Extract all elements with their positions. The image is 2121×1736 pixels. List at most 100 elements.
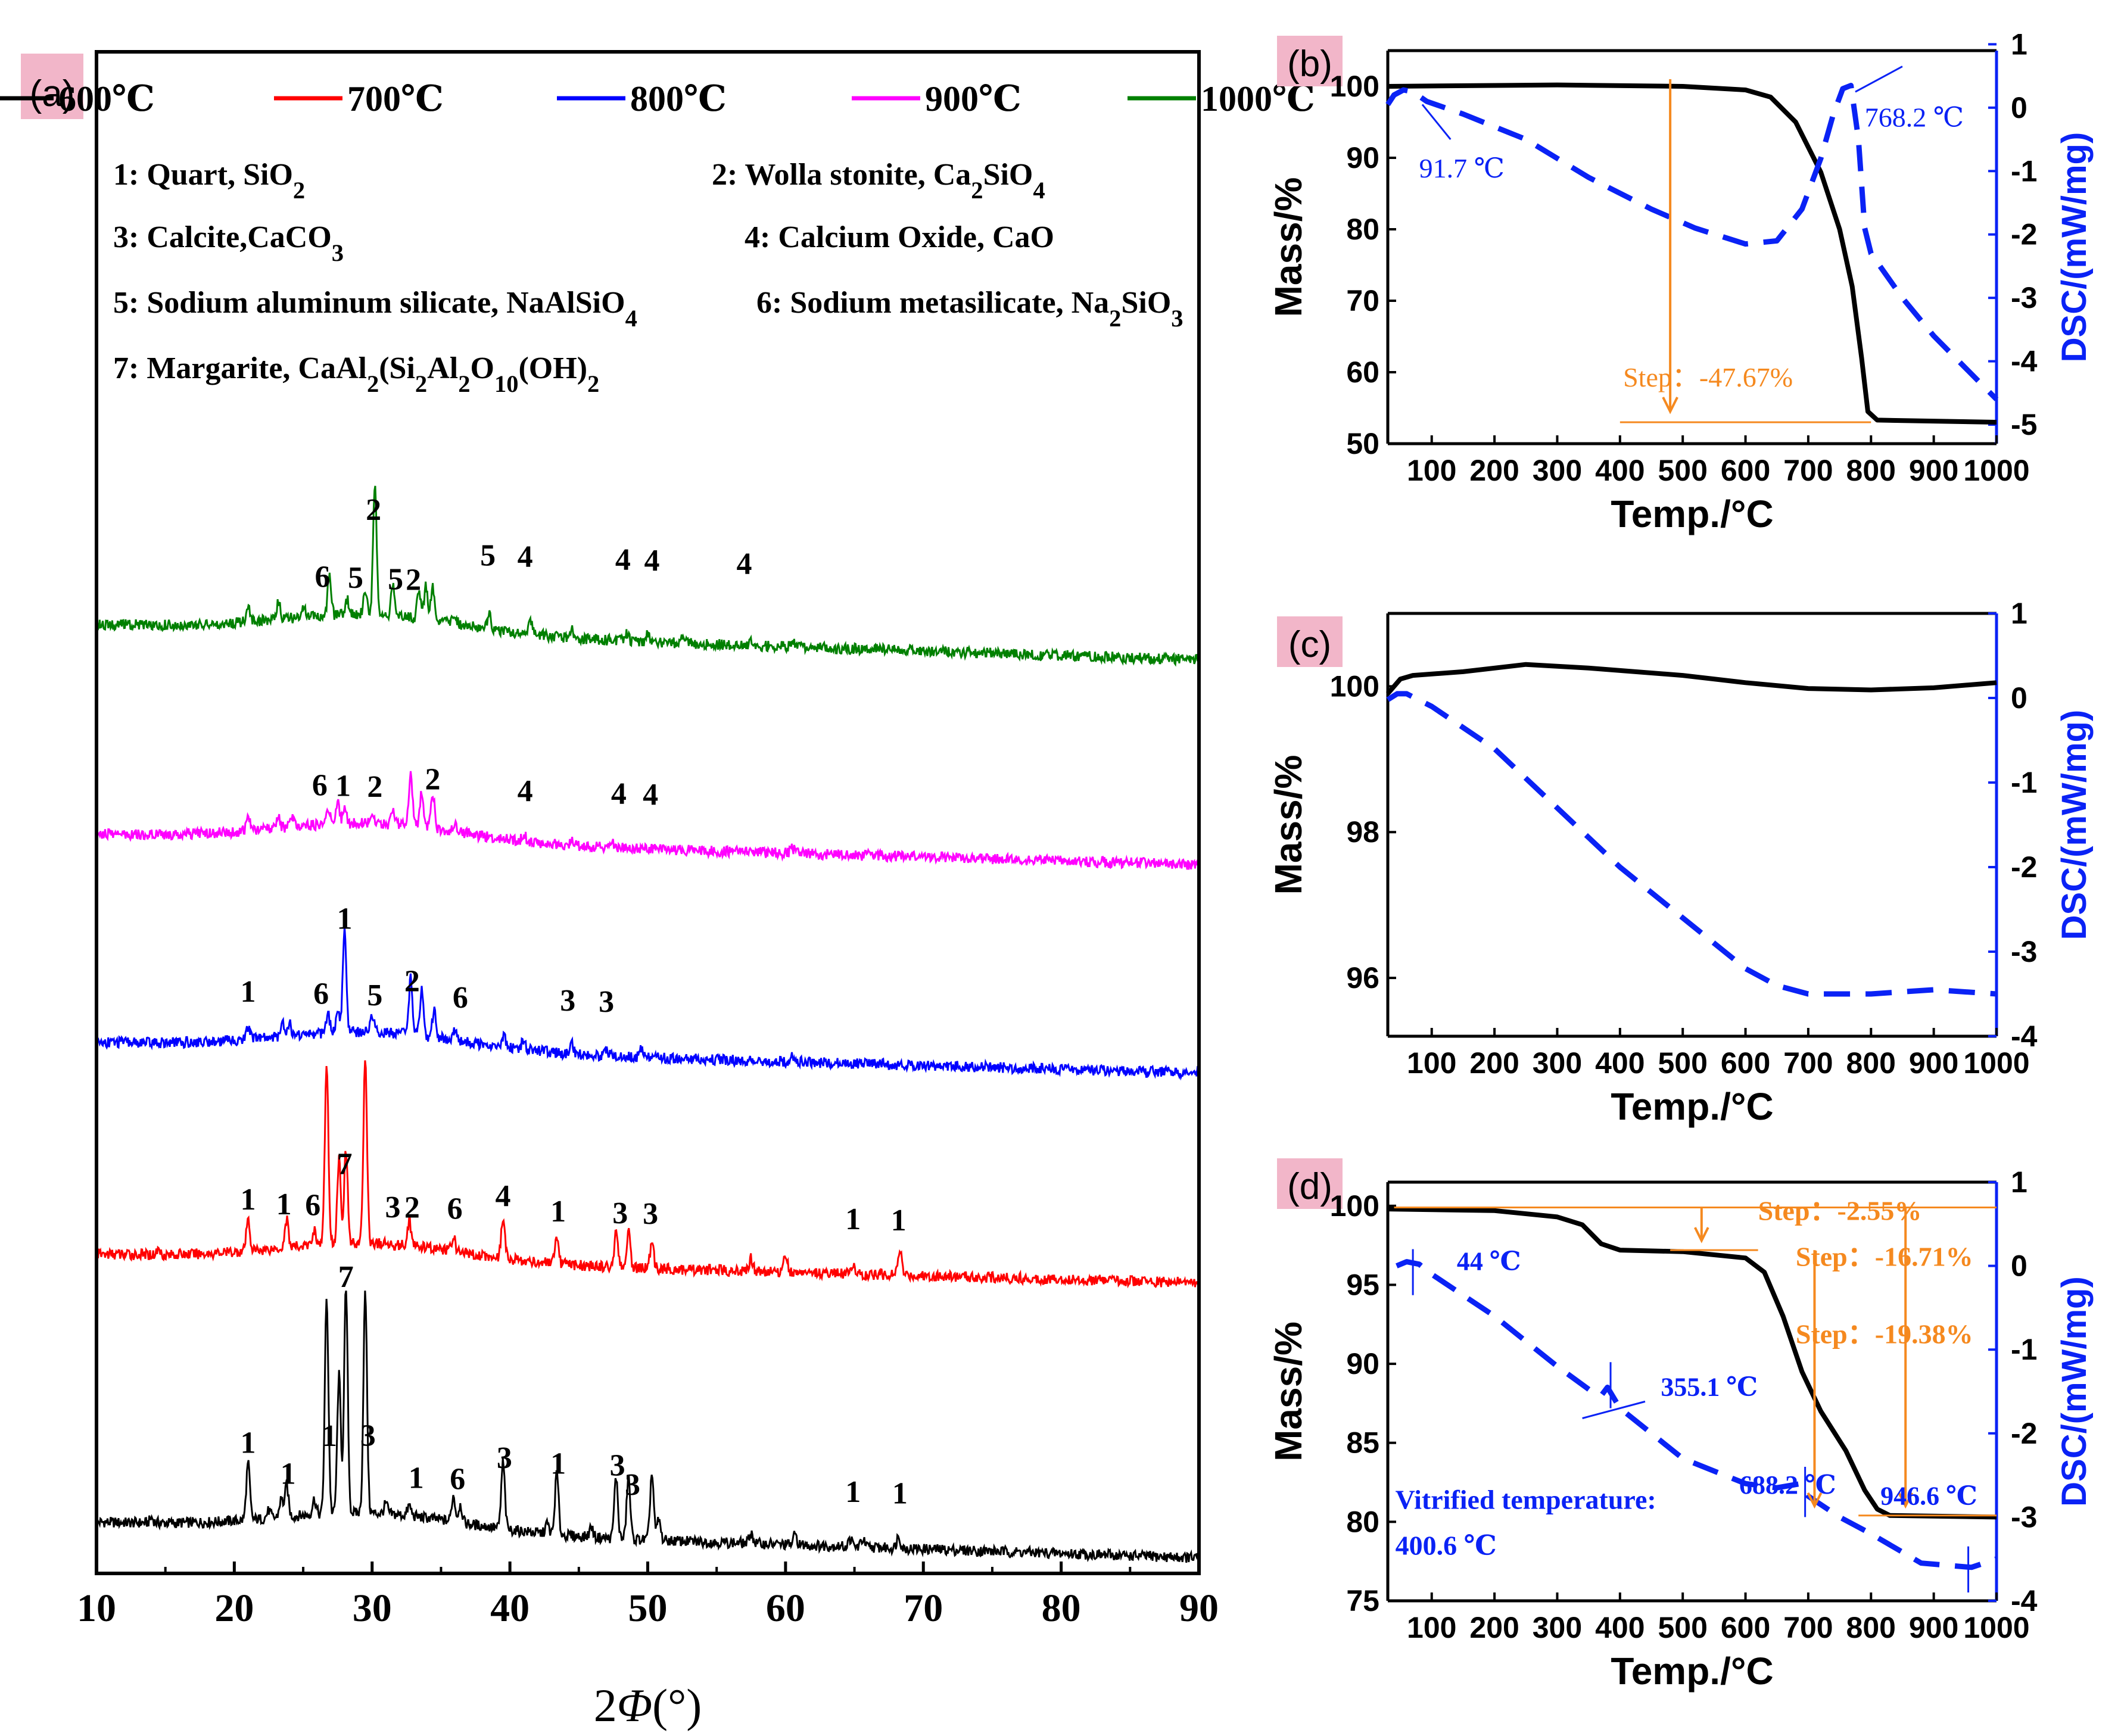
- x-axis-title: Temp./°C: [1611, 1085, 1773, 1128]
- dsc-annotation: 91.7 ℃: [1419, 153, 1505, 183]
- panel-tag-bg: [1277, 36, 1343, 86]
- phase-label: 4: [518, 774, 533, 808]
- phase-label: 1: [241, 1183, 256, 1217]
- phase-label: 1: [409, 1461, 424, 1495]
- vitrified-value: 400.6 ℃: [1396, 1531, 1497, 1561]
- y-tick-label: 70: [1346, 284, 1379, 317]
- series-1000℃: 6 525 25 4 4 4 4: [95, 485, 1200, 667]
- x-tick-label: 700: [1783, 1046, 1833, 1080]
- mass-curve: [1387, 1207, 1997, 1520]
- annotation-pointer: [1582, 1400, 1646, 1419]
- step-arrowhead: [1807, 1492, 1823, 1509]
- phase-label: 6: [312, 769, 328, 803]
- panel-a-tag-bg: [21, 54, 83, 119]
- dsc-curve: [1385, 83, 1999, 401]
- panel-d-tg-dsc: (d)100 200 300 400 500 600 700 800 900 1000758085…: [1267, 1158, 2094, 1693]
- x-tick-label: 100: [1407, 454, 1456, 487]
- x-tick-label: 400: [1595, 1046, 1645, 1080]
- phase-label: 3: [612, 1196, 628, 1230]
- x-tick-label: 10: [77, 1587, 116, 1630]
- step-label: Step：-19.38%: [1796, 1319, 1973, 1349]
- step-label: Step：-16.71%: [1796, 1242, 1973, 1272]
- y-tick-label: 90: [1346, 141, 1379, 174]
- step-arrowhead: [1662, 397, 1678, 414]
- x-tick-label: 500: [1658, 454, 1707, 487]
- dsc-curve: [1386, 691, 1997, 997]
- dsc-annotation: 44 ℃: [1457, 1247, 1521, 1276]
- phase-label: 4: [736, 547, 752, 581]
- y-tick-label: 85: [1346, 1426, 1379, 1460]
- y-tick-label: 95: [1346, 1268, 1379, 1301]
- dsc-annotation: 946.6 ℃: [1880, 1481, 1977, 1510]
- dsc-annotation: 768.2 ℃: [1865, 102, 1964, 133]
- series-700℃: 1 1 673 2 6 4 1 3 3 1 1: [95, 1060, 1200, 1289]
- y-tick-label: 100: [1330, 1189, 1379, 1223]
- y-tick-label: 80: [1346, 213, 1379, 246]
- x-tick-label: 70: [904, 1587, 943, 1630]
- panel-tag: (c): [1288, 624, 1331, 665]
- x-tick-label: 100: [1407, 1046, 1456, 1080]
- phase-label: 1: [241, 1426, 256, 1460]
- x-tick-label: 300: [1533, 454, 1582, 487]
- annotation-pointer: [1855, 66, 1903, 93]
- x-tick-label: 900: [1909, 454, 1958, 487]
- y-tick-label: 80: [1346, 1505, 1379, 1538]
- step-label: Step：-2.55%: [1758, 1196, 1922, 1226]
- x-tick-label: 800: [1846, 1046, 1896, 1080]
- dsc-annotation: 688.2 ℃: [1739, 1470, 1836, 1500]
- phase-label: 2: [406, 563, 421, 597]
- y-tick-label: 100: [1330, 669, 1379, 703]
- phase-label: 2: [425, 763, 441, 797]
- y-tick-label: 100: [1330, 70, 1379, 103]
- phase-label: 6: [305, 1188, 320, 1222]
- step-arrowhead: [1898, 1492, 1914, 1509]
- phase-label: 3: [497, 1441, 512, 1475]
- phase-label: 5: [388, 562, 403, 596]
- x-tick-label: 1000: [1963, 1046, 2029, 1080]
- x-tick-label: 80: [1042, 1587, 1081, 1630]
- legend-label: 700℃: [347, 79, 444, 119]
- x-tick-label: 900: [1909, 1611, 1958, 1644]
- y2-tick-label: 0: [2011, 91, 2027, 124]
- phase-label: 3: [625, 1468, 640, 1502]
- phase-label: 6: [314, 560, 330, 594]
- phase-label: 1: [281, 1457, 296, 1491]
- phase-label: 7: [338, 1260, 354, 1294]
- x-tick-label: 90: [1179, 1587, 1219, 1630]
- y2-axis-title: DSC/(mW/mg): [2055, 710, 2094, 940]
- phase-label: 6: [450, 1463, 465, 1497]
- phase-label: 3: [360, 1419, 376, 1453]
- y-tick-label: 50: [1346, 427, 1379, 460]
- phase-label: 4: [615, 543, 631, 577]
- y2-tick-label: -3: [2011, 935, 2037, 968]
- xrd-line-1: [95, 1060, 1200, 1289]
- x-axis-title: Temp./°C: [1611, 1650, 1773, 1693]
- y-tick-label: 60: [1346, 356, 1379, 389]
- phase-label: 6: [453, 981, 468, 1015]
- phase-label: 1: [276, 1188, 292, 1221]
- y-axis-title: Mass/%: [1267, 177, 1310, 317]
- y2-tick-label: -3: [2011, 1500, 2037, 1534]
- phase-label: 2: [404, 1191, 420, 1225]
- phase-label: 1: [891, 1204, 907, 1238]
- phase-legend-item: 5: Sodium aluminum silicate, NaAlSiO4: [113, 286, 637, 332]
- phase-label: 1: [322, 1419, 337, 1453]
- y2-tick-label: -2: [2011, 850, 2037, 884]
- x-tick-label: 600: [1721, 454, 1770, 487]
- phase-label: 4: [644, 544, 659, 578]
- x-tick-label: 300: [1533, 1611, 1582, 1644]
- phase-label: 1: [241, 975, 256, 1009]
- x-tick-label: 400: [1595, 1611, 1645, 1644]
- axes-frame: [95, 50, 1201, 1575]
- phase-legend-item: 6: Sodium metasilicate, Na2SiO3: [756, 286, 1183, 332]
- y2-tick-label: -4: [2011, 1020, 2038, 1053]
- y2-tick-label: -4: [2011, 345, 2038, 378]
- y2-tick-label: 0: [2011, 1249, 2027, 1283]
- y2-tick-label: -1: [2011, 154, 2037, 188]
- x-tick-label: 200: [1469, 1611, 1519, 1644]
- phase-label: 5: [367, 978, 382, 1012]
- x-tick-label: 500: [1658, 1046, 1707, 1080]
- x-tick-label: 200: [1469, 454, 1519, 487]
- mass-curve: [1387, 82, 1997, 425]
